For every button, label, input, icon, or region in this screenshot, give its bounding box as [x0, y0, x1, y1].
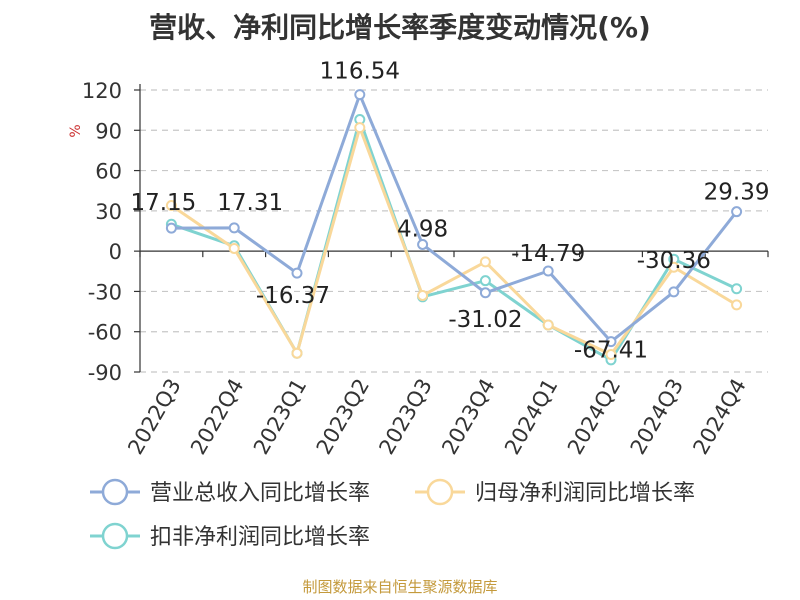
data-point: [542, 319, 554, 331]
y-tick-labels: 120 90 60 30 0 -30 -60 -90: [82, 79, 122, 385]
legend-label: 营业总收入同比增长率: [150, 481, 370, 506]
grid-lines: [140, 89, 768, 373]
data-point: [479, 256, 491, 268]
legend-item: 归母净利润同比增长率: [415, 478, 695, 506]
data-label: -31.02: [448, 307, 522, 333]
data-label: -30.36: [637, 248, 711, 274]
data-point: [354, 122, 366, 134]
series-2: [165, 122, 743, 361]
legend-label: 归母净利润同比增长率: [475, 481, 695, 506]
data-point: [291, 267, 303, 279]
x-tick-label: 2022Q4: [186, 375, 248, 459]
data-point: [731, 206, 743, 218]
x-tick-label: 2024Q1: [500, 375, 562, 459]
y-tick-label: 60: [95, 160, 122, 184]
data-point: [605, 336, 617, 348]
x-tick-label: 2023Q4: [437, 375, 499, 459]
data-point: [291, 347, 303, 359]
data-point: [668, 261, 680, 273]
data-label: 116.54: [320, 59, 400, 85]
x-tick-label: 2024Q2: [563, 375, 625, 459]
x-tick-label: 2024Q4: [688, 375, 750, 459]
data-point: [731, 299, 743, 311]
data-point: [165, 222, 177, 234]
data-point: [542, 265, 554, 277]
data-label: 17.31: [217, 190, 283, 216]
legend-label: 扣非净利润同比增长率: [150, 525, 370, 550]
x-tick-label: 2022Q3: [123, 375, 185, 459]
data-label: 29.39: [704, 180, 770, 206]
data-point: [354, 89, 366, 101]
legend-item: 营业总收入同比增长率: [90, 478, 370, 506]
y-tick-label: 90: [95, 119, 122, 143]
data-label: -67.41: [574, 338, 648, 364]
legend-marker: [101, 478, 129, 506]
series-line: [171, 93, 738, 344]
data-label: 4.98: [397, 216, 448, 242]
data-labels: 17.15 17.31 -16.37 116.54 4.98 -31.02 -14.79 -6…: [130, 59, 769, 364]
y-tick-label: 120: [82, 79, 122, 103]
legend-marker: [426, 478, 454, 506]
y-tick-label: 0: [109, 240, 122, 264]
y-axis-label: %: [68, 124, 84, 137]
data-point: [479, 275, 491, 287]
y-tick-label: -30: [88, 280, 122, 304]
data-label: -16.37: [256, 283, 330, 309]
chart-title: 营收、净利同比增长率季度变动情况(%): [149, 11, 651, 44]
axes: [134, 84, 769, 373]
x-tick-label: 2023Q3: [374, 374, 436, 458]
source-note: 制图数据来自恒生聚源数据库: [302, 578, 498, 596]
data-point: [228, 222, 240, 234]
data-point: [417, 238, 429, 250]
data-point: [668, 286, 680, 298]
data-point: [417, 289, 429, 301]
x-tick-label: 2024Q3: [626, 375, 688, 459]
data-point: [165, 199, 177, 211]
x-tick-labels: 2022Q3 2022Q4 2023Q1 2023Q2 2023Q3 2023Q4 2024…: [123, 374, 751, 458]
legend-item: 扣非净利润同比增长率: [90, 522, 370, 550]
x-tick-label: 2023Q2: [312, 375, 374, 459]
y-tick-label: 30: [95, 200, 122, 224]
x-tick-label: 2023Q1: [249, 375, 311, 459]
data-point: [605, 349, 617, 361]
y-tick-label: -60: [88, 321, 122, 345]
data-label: 17.15: [130, 190, 196, 216]
y-tick-label: -90: [88, 361, 122, 385]
data-point: [479, 287, 491, 299]
data-point: [228, 242, 240, 254]
data-label: -14.79: [511, 241, 585, 267]
series-lines: [165, 89, 743, 366]
series-line: [170, 126, 738, 357]
data-point: [731, 283, 743, 295]
legend-marker: [101, 522, 129, 550]
series-1: [165, 89, 743, 348]
